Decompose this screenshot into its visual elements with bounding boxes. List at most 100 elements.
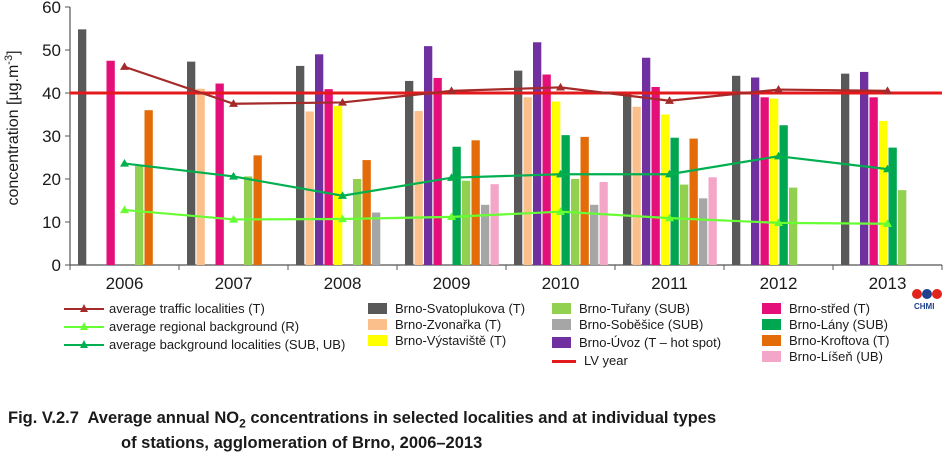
chmi-logo: CHMI (910, 287, 944, 321)
average-line-marker (883, 86, 892, 94)
bar (708, 177, 717, 265)
y-label-sup: -3 (3, 55, 15, 65)
y-tick-label: 10 (42, 213, 61, 232)
legend-label: Brno-Soběšice (SUB) (579, 317, 704, 332)
bar (523, 97, 532, 265)
bar (670, 137, 679, 265)
y-label-base: concentration [µg.m (5, 65, 22, 206)
y-tick-label: 0 (52, 256, 61, 275)
average-line-marker (120, 159, 129, 167)
bar (651, 86, 660, 265)
y-label-end: ] (5, 50, 22, 54)
bar (106, 60, 115, 265)
bar (732, 75, 741, 265)
logo-text: CHMI (914, 302, 935, 311)
legend-label: LV year (584, 353, 628, 368)
average-line-marker (883, 219, 892, 227)
caption-subscript: 2 (239, 416, 246, 431)
average-line-marker (447, 86, 456, 94)
legend-label: Brno-Tuřany (SUB) (579, 301, 690, 316)
chart-axes: 0 10 20 30 40 50 60 2006 2007 2008 2009 2010 2011 201… (42, 0, 943, 293)
average-lines (120, 62, 892, 227)
bar (623, 93, 632, 265)
figure-caption: Fig. V.2.7 Average annual NO2 concentrat… (8, 408, 716, 453)
x-tick-label: 2009 (433, 274, 471, 293)
legend-swatch (552, 303, 571, 314)
bar (452, 146, 461, 265)
legend-line-swatch (552, 360, 576, 363)
legend-label: Brno-Zvonařka (T) (395, 317, 502, 332)
bar (362, 160, 371, 265)
legend-line-swatch (64, 304, 104, 312)
bar (244, 176, 253, 265)
caption-line1-after: concentrations in selected localities an… (245, 409, 717, 427)
bar (879, 120, 888, 265)
legend-line-swatch (64, 322, 104, 330)
bar (514, 70, 523, 265)
bar (414, 111, 423, 265)
bar (490, 184, 499, 265)
average-line-marker (556, 82, 565, 91)
legend-swatch (368, 319, 387, 330)
bar (334, 105, 343, 266)
average-line-marker (338, 214, 347, 223)
legend-swatch (762, 351, 781, 362)
bar (78, 29, 87, 265)
legend-label: average regional background (R) (109, 319, 300, 334)
bar (187, 61, 196, 265)
average-line-marker (774, 151, 783, 160)
bar (552, 101, 561, 265)
bar (779, 125, 788, 265)
bar (424, 46, 433, 265)
legend-label: Brno-Úvoz (T – hot spot) (579, 335, 722, 350)
legend-swatch (368, 303, 387, 314)
logo-dot-1 (912, 289, 922, 299)
x-tick-label: 2013 (869, 274, 907, 293)
average-line-marker (556, 169, 565, 178)
legend-line-swatch (64, 340, 104, 348)
bar (353, 179, 362, 265)
bar (533, 42, 542, 266)
average-line (124, 65, 888, 105)
average-line-marker (229, 171, 238, 180)
bar (196, 88, 205, 265)
average-line-marker (120, 62, 129, 70)
legend-label: Brno-Svatoplukova (T) (395, 301, 526, 316)
bar (296, 65, 305, 265)
bar (888, 147, 897, 265)
y-tick-label: 30 (42, 127, 61, 146)
bar (789, 187, 798, 265)
bar (253, 155, 262, 265)
legend-marker (80, 322, 88, 330)
bar (462, 180, 471, 265)
bar (561, 135, 570, 265)
legend-label: Brno-Kroftova (T) (789, 333, 890, 348)
chart: 0 10 20 30 40 50 60 2006 2007 2008 2009 2010 2011 201… (3, 0, 943, 293)
average-line-marker (447, 173, 456, 181)
average-line-marker (883, 164, 892, 173)
bar (689, 138, 698, 265)
x-tick-label: 2006 (106, 274, 144, 293)
caption-line1-before: Average annual NO (87, 409, 240, 427)
y-tick-label: 60 (42, 0, 61, 17)
average-line-marker (229, 99, 238, 107)
x-tick-label: 2012 (760, 274, 798, 293)
bar (571, 179, 580, 265)
average-line-marker (338, 191, 347, 199)
x-tick-label: 2011 (651, 274, 688, 293)
bar (661, 114, 670, 265)
bar (599, 182, 608, 265)
average-line-marker (338, 97, 347, 106)
bar (841, 73, 850, 266)
chart-bars (78, 29, 907, 266)
x-tick-label: 2007 (215, 274, 253, 293)
legend-swatch (762, 319, 781, 330)
y-tick-label: 40 (42, 84, 61, 103)
bar (869, 97, 878, 265)
bar (405, 80, 414, 266)
average-line-marker (120, 205, 129, 214)
average-line-marker (665, 169, 674, 178)
bar (751, 77, 760, 266)
logo-dot-3 (932, 289, 942, 299)
bar (135, 166, 144, 265)
